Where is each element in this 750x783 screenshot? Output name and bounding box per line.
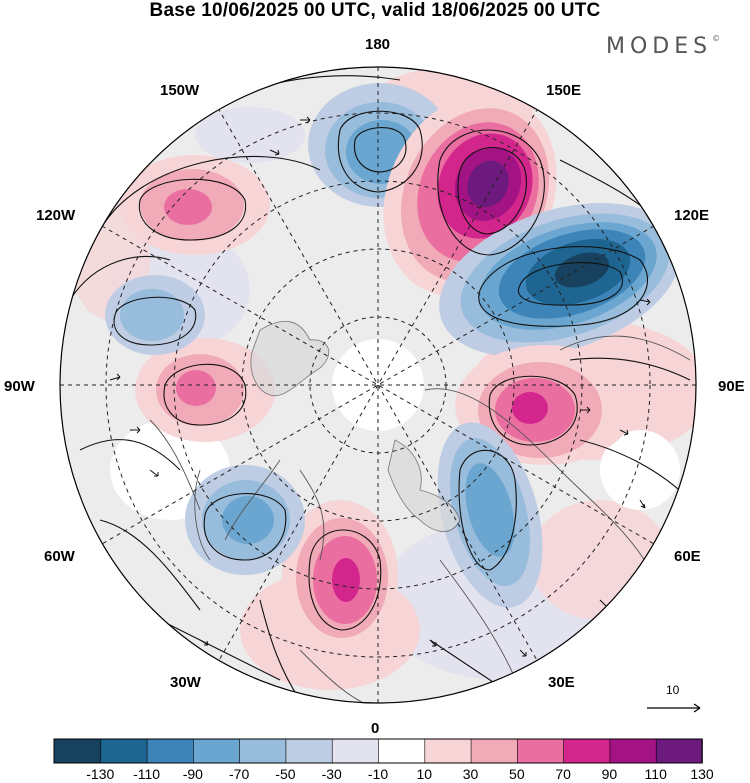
colorbar-tick-label: -50 [275, 766, 296, 782]
colorbar-swatch [377, 738, 426, 764]
latitude-circle-50 [105, 112, 651, 658]
lon-label-30w: 30W [170, 674, 201, 691]
colorbar-tick-label: -30 [321, 766, 342, 782]
lon-label-90e: 90E [718, 378, 745, 395]
lon-label-60e: 60E [674, 548, 701, 565]
colorbar-swatch [423, 738, 472, 764]
lon-label-0: 0 [371, 720, 380, 737]
colorbar-tick-label: -130 [86, 766, 115, 782]
colorbar-tick-label: 90 [601, 766, 618, 782]
anomaly-negative-120e [439, 203, 681, 357]
map-boundary [59, 66, 697, 704]
lon-label-60w: 60W [44, 548, 75, 565]
colorbar-swatch [99, 738, 148, 764]
lon-label-30e: 30E [548, 674, 575, 691]
lon-label-120w: 120W [36, 207, 76, 224]
colorbar-tick-label: 10 [416, 766, 433, 782]
lon-label-150w: 150W [160, 82, 200, 99]
colorbar-swatch [331, 738, 379, 764]
colorbar-frame [53, 738, 703, 764]
colorbar-swatch [238, 738, 287, 764]
colorbar-swatch [655, 738, 703, 764]
lon-label-120e: 120E [674, 207, 710, 224]
lon-label-150e: 150E [546, 82, 582, 99]
meridian-120w-60e [101, 225, 655, 545]
polar-cap [332, 339, 424, 431]
colorbar-swatch [285, 738, 333, 764]
reference-vector-arrow [647, 703, 701, 713]
anomaly-negative-115w [105, 275, 205, 355]
graticule [60, 67, 696, 703]
colorbar-tick-label: -90 [182, 766, 203, 782]
colorbar-swatch [470, 738, 518, 764]
lon-label-180: 180 [365, 36, 391, 53]
colorbar-swatch [609, 738, 657, 764]
modes-logo: MODES© [606, 34, 720, 59]
colorbar-tick-label: 70 [555, 766, 571, 782]
meridian-150w-30e [217, 107, 539, 663]
colorbar [53, 738, 703, 764]
map-title: Base 10/06/2025 00 UTC, valid 18/06/2025… [149, 0, 601, 21]
colorbar-tick-label: 130 [690, 766, 714, 782]
brand-mark: © [712, 34, 721, 43]
lon-label-90w: 90W [4, 378, 35, 395]
anomaly-positive-95e [455, 345, 635, 465]
colorbar-swatch [146, 738, 194, 764]
wind-vectors [109, 116, 651, 657]
colorbar-tick-label: 110 [644, 766, 667, 782]
anomaly-positive-20w [282, 500, 398, 650]
meridian-120e-60w [101, 225, 655, 545]
anomaly-negative-55e [437, 422, 543, 608]
colorbar-swatch [562, 738, 611, 764]
reference-vector-label: 10 [666, 683, 680, 697]
colorbar-swatch [53, 738, 102, 764]
colorbar-tick-label: -110 [133, 766, 161, 782]
colorbar-tick-label: -70 [229, 766, 250, 782]
anomaly-negative-50w [185, 465, 305, 575]
meridian-150e-30w [217, 107, 539, 663]
map-disk [60, 67, 696, 703]
brand-text: MODES [606, 34, 713, 59]
colorbar-tick-label: -10 [367, 766, 389, 782]
colorbar-swatch [516, 738, 564, 764]
colorbar-tick-label: 50 [509, 766, 525, 782]
latitude-circle-70 [241, 248, 515, 522]
colorbar-swatch [192, 738, 240, 764]
colorbar-tick-label: 30 [462, 766, 479, 782]
